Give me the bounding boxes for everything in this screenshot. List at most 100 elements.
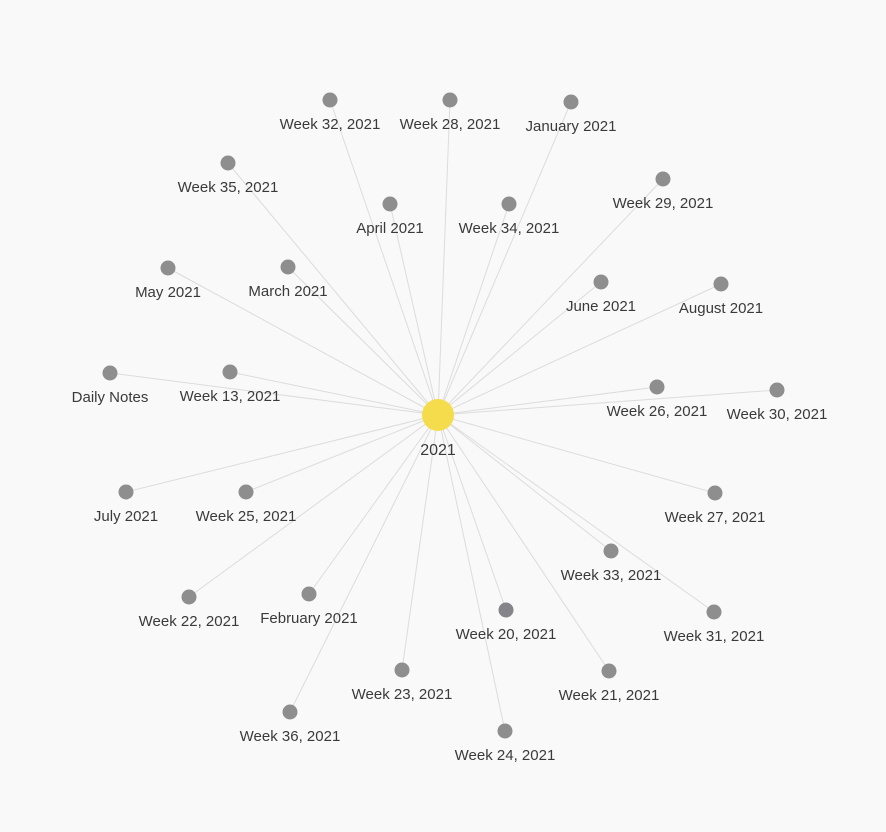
graph-node-week-21-2021[interactable]: Week 21, 2021 bbox=[559, 663, 660, 705]
edge-week-29-2021 bbox=[437, 178, 664, 416]
graph-node-week-35-2021[interactable]: Week 35, 2021 bbox=[178, 155, 279, 197]
node-label: Week 33, 2021 bbox=[561, 567, 662, 584]
node-dot[interactable] bbox=[282, 704, 298, 720]
edge-week-21-2021 bbox=[437, 414, 610, 672]
edge-july-2021 bbox=[125, 414, 439, 493]
node-label: Daily Notes bbox=[72, 389, 149, 406]
node-dot[interactable] bbox=[118, 484, 134, 500]
node-dot[interactable] bbox=[769, 382, 785, 398]
node-label: Week 21, 2021 bbox=[559, 687, 660, 704]
edge-week-34-2021 bbox=[437, 203, 510, 416]
graph-node-week-27-2021[interactable]: Week 27, 2021 bbox=[665, 485, 766, 527]
node-dot[interactable] bbox=[220, 155, 236, 171]
node-dot[interactable] bbox=[222, 364, 238, 380]
node-dot[interactable] bbox=[322, 92, 338, 108]
edge-week-20-2021 bbox=[437, 414, 507, 611]
graph-node-february-2021[interactable]: February 2021 bbox=[260, 586, 358, 628]
node-label: Week 20, 2021 bbox=[456, 626, 557, 643]
graph-node-may-2021[interactable]: May 2021 bbox=[135, 260, 201, 302]
node-label: Week 34, 2021 bbox=[459, 220, 560, 237]
graph-node-week-28-2021[interactable]: Week 28, 2021 bbox=[400, 92, 501, 134]
graph-node-week-20-2021[interactable]: Week 20, 2021 bbox=[456, 602, 557, 644]
node-label: Week 32, 2021 bbox=[280, 116, 381, 133]
node-dot[interactable] bbox=[382, 196, 398, 212]
edge-daily-notes bbox=[109, 372, 439, 416]
edge-week-13-2021 bbox=[229, 371, 439, 416]
graph-node-march-2021[interactable]: March 2021 bbox=[248, 259, 328, 301]
node-dot[interactable] bbox=[238, 484, 254, 500]
graph-node-week-22-2021[interactable]: Week 22, 2021 bbox=[139, 589, 240, 631]
node-dot[interactable] bbox=[649, 379, 665, 395]
node-label: Week 26, 2021 bbox=[607, 403, 708, 420]
graph-node-week-26-2021[interactable]: Week 26, 2021 bbox=[607, 379, 708, 421]
node-dot[interactable] bbox=[655, 171, 671, 187]
node-label: June 2021 bbox=[566, 298, 636, 315]
center-node-group[interactable]: 2021 bbox=[420, 399, 456, 459]
node-label: Week 30, 2021 bbox=[727, 406, 828, 423]
node-label: Week 31, 2021 bbox=[664, 628, 765, 645]
node-label: April 2021 bbox=[356, 220, 424, 237]
node-dot[interactable] bbox=[713, 276, 729, 292]
node-dot[interactable] bbox=[603, 543, 619, 559]
graph-node-july-2021[interactable]: July 2021 bbox=[94, 484, 158, 526]
edge-week-27-2021 bbox=[437, 414, 716, 494]
node-label: Week 13, 2021 bbox=[180, 388, 281, 405]
edge-week-30-2021 bbox=[437, 389, 778, 416]
edge-january-2021 bbox=[437, 101, 572, 416]
node-dot[interactable] bbox=[301, 586, 317, 602]
node-dot[interactable] bbox=[707, 485, 723, 501]
node-dot[interactable] bbox=[498, 602, 514, 618]
node-label: Week 27, 2021 bbox=[665, 509, 766, 526]
graph-node-week-30-2021[interactable]: Week 30, 2021 bbox=[727, 382, 828, 424]
node-dot[interactable] bbox=[497, 723, 513, 739]
node-dot[interactable] bbox=[160, 260, 176, 276]
edge-week-25-2021 bbox=[245, 414, 439, 493]
graph-node-daily-notes[interactable]: Daily Notes bbox=[72, 365, 149, 407]
center-node[interactable] bbox=[422, 399, 454, 431]
graph-nodes: Week 32, 2021 Week 28, 2021 January 2021 We… bbox=[72, 92, 828, 765]
graph-node-week-23-2021[interactable]: Week 23, 2021 bbox=[352, 662, 453, 704]
node-label: August 2021 bbox=[679, 300, 763, 317]
node-dot[interactable] bbox=[501, 196, 517, 212]
graph-node-week-24-2021[interactable]: Week 24, 2021 bbox=[455, 723, 556, 765]
node-dot[interactable] bbox=[181, 589, 197, 605]
node-dot[interactable] bbox=[102, 365, 118, 381]
center-node-label: 2021 bbox=[420, 442, 456, 459]
edge-august-2021 bbox=[437, 283, 722, 416]
node-label: February 2021 bbox=[260, 610, 358, 627]
edge-week-22-2021 bbox=[188, 414, 439, 598]
node-dot[interactable] bbox=[563, 94, 579, 110]
node-dot[interactable] bbox=[706, 604, 722, 620]
graph-node-april-2021[interactable]: April 2021 bbox=[356, 196, 424, 238]
graph-node-week-29-2021[interactable]: Week 29, 2021 bbox=[613, 171, 714, 213]
edge-week-23-2021 bbox=[401, 414, 439, 671]
node-dot[interactable] bbox=[394, 662, 410, 678]
edge-march-2021 bbox=[287, 266, 439, 416]
node-dot[interactable] bbox=[442, 92, 458, 108]
graph-node-week-33-2021[interactable]: Week 33, 2021 bbox=[561, 543, 662, 585]
edge-week-28-2021 bbox=[437, 99, 451, 416]
edge-april-2021 bbox=[389, 203, 439, 416]
node-label: March 2021 bbox=[248, 283, 327, 300]
graph-node-week-32-2021[interactable]: Week 32, 2021 bbox=[280, 92, 381, 134]
node-label: Week 29, 2021 bbox=[613, 195, 714, 212]
node-label: Week 23, 2021 bbox=[352, 686, 453, 703]
edge-june-2021 bbox=[437, 281, 602, 416]
graph-node-week-13-2021[interactable]: Week 13, 2021 bbox=[180, 364, 281, 406]
node-label: Week 24, 2021 bbox=[455, 747, 556, 764]
graph-node-week-25-2021[interactable]: Week 25, 2021 bbox=[196, 484, 297, 526]
edge-week-36-2021 bbox=[289, 414, 439, 713]
graph-node-august-2021[interactable]: August 2021 bbox=[679, 276, 763, 318]
graph-node-january-2021[interactable]: January 2021 bbox=[526, 94, 617, 136]
graph-node-june-2021[interactable]: June 2021 bbox=[566, 274, 636, 316]
node-dot[interactable] bbox=[280, 259, 296, 275]
graph-node-week-31-2021[interactable]: Week 31, 2021 bbox=[664, 604, 765, 646]
node-label: July 2021 bbox=[94, 508, 158, 525]
node-label: Week 28, 2021 bbox=[400, 116, 501, 133]
node-dot[interactable] bbox=[601, 663, 617, 679]
edge-february-2021 bbox=[308, 414, 439, 595]
graph-node-week-34-2021[interactable]: Week 34, 2021 bbox=[459, 196, 560, 238]
node-dot[interactable] bbox=[593, 274, 609, 290]
graph-node-week-36-2021[interactable]: Week 36, 2021 bbox=[240, 704, 341, 746]
